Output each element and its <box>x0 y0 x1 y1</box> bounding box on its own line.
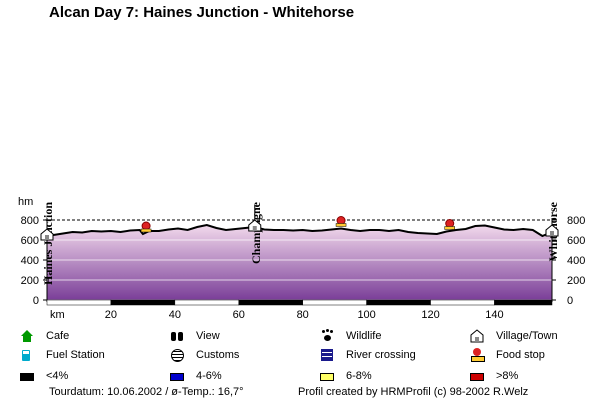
y-tick-label: 400 <box>21 255 39 267</box>
km-bar-segment <box>494 299 553 306</box>
markers <box>140 216 455 233</box>
x-tick-label: 140 <box>485 309 503 321</box>
legend-label: Customs <box>196 349 240 361</box>
elevation-area <box>47 225 552 300</box>
legend-item: Cafe <box>20 329 69 343</box>
legend-label: River crossing <box>346 349 416 361</box>
legend-label: 4-6% <box>196 370 222 382</box>
y-tick-label-right: 600 <box>567 235 585 247</box>
legend-label: 6-8% <box>346 370 372 382</box>
village-icon-shape <box>40 228 54 241</box>
legend-label: Cafe <box>46 330 70 342</box>
gradient-gt8-swatch <box>470 369 484 383</box>
y-tick-label: 800 <box>21 215 39 227</box>
place-label: Haines Junction <box>41 202 55 285</box>
village-icon <box>470 329 484 343</box>
km-bar-segment <box>430 299 495 306</box>
food-stop-icon <box>140 221 152 233</box>
km-bar-segment <box>366 299 431 306</box>
credit-text: Profil created by HRMProfil (c) 98-2002 … <box>298 386 529 398</box>
y-tick-label: 200 <box>21 275 39 287</box>
village-icon-door <box>45 235 49 240</box>
food-stop-icon <box>335 216 347 227</box>
cafe-icon <box>20 329 34 343</box>
village-icon-shape <box>545 224 559 237</box>
elevation-profile-line <box>46 223 553 238</box>
legend-label: >8% <box>496 370 519 382</box>
y-axis-label: hm <box>18 196 33 208</box>
legend-item: Food stop <box>470 348 545 362</box>
y-tick-label-right: 200 <box>567 275 585 287</box>
legend-label: Village/Town <box>496 330 558 342</box>
village-icon <box>545 224 559 237</box>
legend-item: Fuel Station <box>20 348 105 362</box>
y-tick-label: 600 <box>21 235 39 247</box>
x-axis-label: km <box>50 309 65 321</box>
food-stop-icon <box>470 348 485 362</box>
axes: 0 0 200 200 400 400 600 600 800 800 hm km 20 40 60 80 10… <box>18 196 585 321</box>
food-stop-icon <box>444 219 455 230</box>
village-icon <box>40 228 54 241</box>
river-crossing-icon <box>320 348 334 362</box>
place-label: Champagne <box>249 201 263 264</box>
village-icon-door <box>550 231 554 236</box>
x-tick-label: 80 <box>297 309 309 321</box>
x-tick-label: 40 <box>169 309 181 321</box>
place-labels: Haines JunctionChampagneWhitehorse <box>40 201 560 285</box>
km-bar-segment <box>174 299 240 306</box>
legend-label: Food stop <box>496 349 545 361</box>
chart-title: Alcan Day 7: Haines Junction - Whitehors… <box>49 4 355 21</box>
legend-label: Wildlife <box>346 330 382 342</box>
x-tick-label: 120 <box>421 309 439 321</box>
food-stop-plate <box>140 228 152 233</box>
legend-label: <4% <box>46 370 69 382</box>
y-tick-label: 0 <box>33 295 39 307</box>
village-icon-door <box>252 226 257 231</box>
legend-label: View <box>196 330 220 342</box>
legend-item: View <box>170 329 220 343</box>
village-icon-shape <box>248 219 262 232</box>
km-bar-segment <box>302 299 367 306</box>
legend-item: Village/Town <box>470 329 558 343</box>
village-icon <box>248 219 262 232</box>
legend-item: River crossing <box>320 348 416 362</box>
legend-item: >8% <box>470 369 518 383</box>
legend-item: <4% <box>20 369 68 383</box>
fuel-station-icon <box>20 348 34 362</box>
legend-item: Customs <box>170 348 239 362</box>
y-tick-label-right: 800 <box>567 215 585 227</box>
x-tick-label: 100 <box>357 309 375 321</box>
y-tick-label-right: 400 <box>567 255 585 267</box>
x-tick-label: 60 <box>233 309 245 321</box>
km-bar-segment <box>238 299 303 306</box>
gradient-6-8-swatch <box>320 369 334 383</box>
food-stop-plate <box>335 223 347 227</box>
km-bar-segment <box>46 299 112 306</box>
legend-label: Fuel Station <box>46 349 105 361</box>
food-stop-plate <box>444 226 455 230</box>
wildlife-icon <box>320 329 334 343</box>
legend-item: 4-6% <box>170 369 222 383</box>
gradient-4-6-swatch <box>170 369 184 383</box>
customs-icon <box>170 348 184 362</box>
tour-info: Tourdatum: 10.06.2002 / ø-Temp.: 16,7° <box>49 386 244 398</box>
x-tick-label: 20 <box>105 309 117 321</box>
legend-item: Wildlife <box>320 329 381 343</box>
gradient-lt4-swatch <box>20 369 34 383</box>
legend-item: 6-8% <box>320 369 372 383</box>
view-icon <box>170 329 184 343</box>
km-bar-segment <box>110 299 176 306</box>
y-tick-label-right: 0 <box>567 295 573 307</box>
